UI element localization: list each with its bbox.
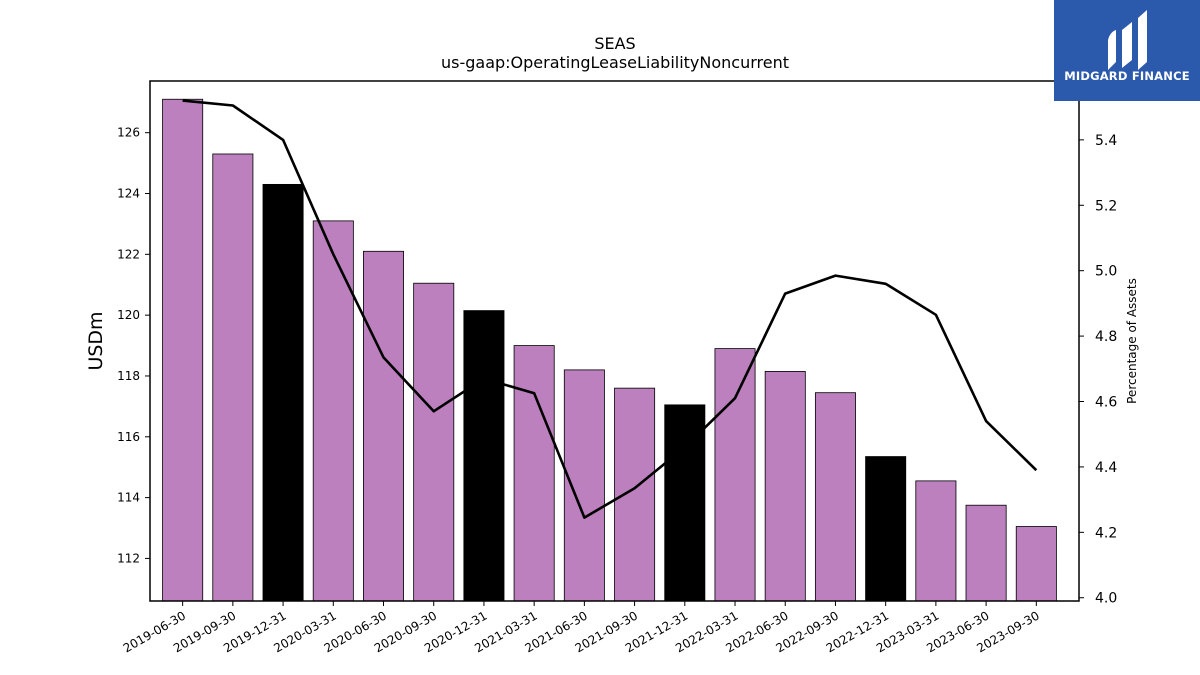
y-tick-label: 122 bbox=[117, 247, 140, 261]
plot-frame bbox=[149, 80, 1080, 602]
bar-2023-06-30 bbox=[965, 504, 1007, 602]
y-tick-label: 114 bbox=[117, 491, 140, 505]
percentage-line bbox=[182, 99, 1038, 519]
bar-2022-09-30 bbox=[814, 392, 856, 602]
bar-2020-12-31 bbox=[463, 310, 505, 602]
y2-tick-label: 5.4 bbox=[1095, 133, 1117, 149]
bar-2021-09-30 bbox=[614, 387, 656, 602]
y2-tick-label: 4.2 bbox=[1095, 525, 1117, 541]
y2-tick-label: 4.0 bbox=[1095, 591, 1117, 607]
bar-2021-03-31 bbox=[513, 345, 555, 602]
bar-2023-09-30 bbox=[1015, 526, 1057, 602]
y2-tick-label: 4.4 bbox=[1095, 460, 1117, 476]
y2-tick-label: 4.8 bbox=[1095, 329, 1117, 345]
y-tick-label: 116 bbox=[117, 430, 140, 444]
y2-tick-label: 4.6 bbox=[1095, 395, 1117, 411]
bar-2021-12-31 bbox=[664, 404, 706, 602]
left-axis: 112 114 116 118 120 122 124 126 bbox=[117, 126, 150, 565]
chart-subtitle: us-gaap:OperatingLeaseLiabilityNoncurren… bbox=[441, 53, 789, 72]
bar-2023-03-31 bbox=[915, 480, 957, 602]
x-axis: 2019-06-302019-09-302019-12-312020-03-31… bbox=[121, 601, 1042, 655]
bar-2022-06-30 bbox=[764, 371, 806, 602]
bar-2019-06-30 bbox=[162, 98, 204, 602]
bar-2019-09-30 bbox=[212, 153, 254, 602]
bar-2022-03-31 bbox=[714, 348, 756, 602]
bar-2020-09-30 bbox=[413, 282, 455, 602]
right-axis: 4.0 4.2 4.4 4.6 4.8 5.0 5.2 5.4 bbox=[1079, 133, 1117, 607]
logo-mark-icon bbox=[1108, 10, 1147, 70]
line-group bbox=[182, 99, 1038, 519]
y-tick-label: 118 bbox=[117, 369, 140, 383]
bar-2022-12-31 bbox=[865, 456, 907, 602]
y-tick-label: 112 bbox=[117, 551, 140, 565]
bar-group bbox=[162, 98, 1057, 602]
y-axis-label: USDm bbox=[85, 311, 107, 370]
y2-axis-label: Percentage of Assets bbox=[1125, 278, 1139, 404]
y2-tick-label: 5.0 bbox=[1095, 264, 1117, 280]
bar-2020-06-30 bbox=[363, 250, 404, 602]
y-tick-label: 126 bbox=[117, 126, 140, 140]
bar-2020-03-31 bbox=[312, 220, 354, 602]
y-tick-label: 124 bbox=[117, 187, 140, 201]
bar-2019-12-31 bbox=[262, 183, 304, 602]
logo-text: MIDGARD FINANCE bbox=[1064, 69, 1190, 83]
midgard-finance-logo: MIDGARD FINANCE bbox=[1054, 0, 1200, 101]
chart-title: SEAS bbox=[594, 34, 635, 53]
y-tick-label: 120 bbox=[117, 308, 140, 322]
y2-tick-label: 5.2 bbox=[1095, 198, 1117, 214]
